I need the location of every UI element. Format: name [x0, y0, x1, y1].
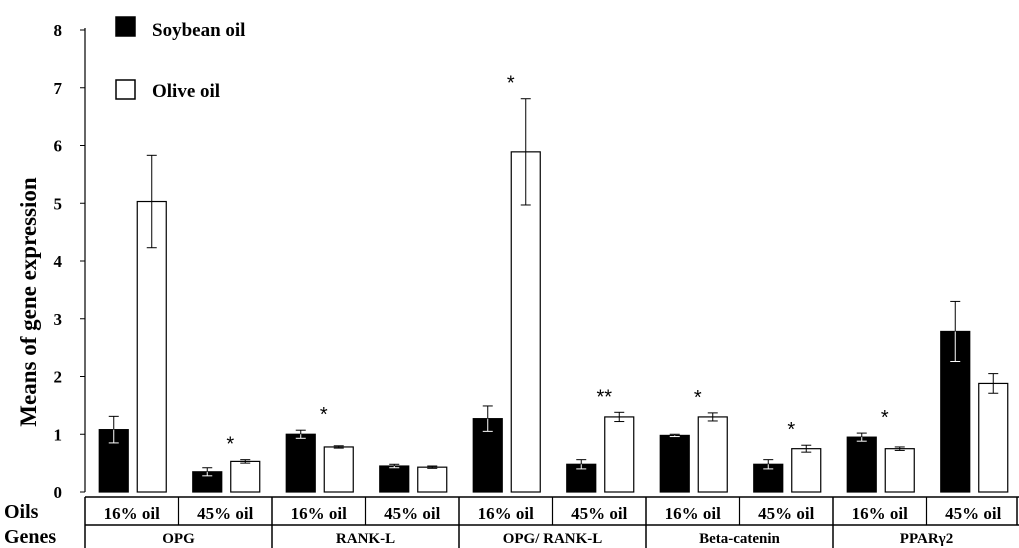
bars-layer: ***** ***	[98, 73, 1009, 493]
bar-olive-oil	[136, 200, 167, 493]
oil-level-label: 16% oil	[478, 504, 534, 523]
y-axis-label: Means of gene expression	[16, 177, 41, 427]
legend: Soybean oil Olive oil	[115, 16, 245, 102]
significance-marker: *	[881, 407, 889, 429]
legend-swatch-soybean	[115, 16, 136, 37]
bar-olive-oil	[417, 466, 448, 493]
y-tick-label: 5	[54, 194, 63, 213]
gene-label: OPG	[162, 531, 195, 547]
gene-label: PPARγ2	[900, 531, 953, 547]
significance-marker: *	[694, 387, 702, 409]
bar-soybean-oil	[285, 433, 316, 493]
y-tick-label: 6	[54, 137, 63, 156]
oil-level-label: 45% oil	[197, 504, 253, 523]
bar-soybean-oil	[379, 465, 410, 493]
y-tick-label: 0	[54, 483, 63, 502]
legend-label-olive: Olive oil	[152, 81, 220, 102]
y-tick-label: 2	[54, 368, 63, 387]
oil-level-label: 45% oil	[945, 504, 1001, 523]
legend-swatch-olive	[115, 79, 136, 100]
y-tick-label: 7	[54, 79, 63, 98]
y-tick-label: 4	[54, 252, 63, 271]
bar-olive-oil	[884, 448, 915, 493]
y-tick-label: 3	[54, 310, 63, 329]
bar-olive-oil	[604, 416, 635, 493]
significance-marker: **	[596, 386, 612, 408]
oil-level-label: 16% oil	[104, 504, 160, 523]
legend-label-soybean: Soybean oil	[152, 20, 245, 41]
row-label-genes: Genes	[4, 526, 56, 548]
gene-label: Beta-catenin	[699, 531, 780, 547]
oil-level-label: 45% oil	[571, 504, 627, 523]
significance-marker: *	[320, 404, 328, 426]
row-label-oils: Oils	[4, 501, 39, 523]
significance-marker: *	[226, 434, 234, 456]
bar-olive-oil	[978, 382, 1009, 493]
bar-olive-oil	[323, 446, 354, 493]
bar-soybean-oil	[659, 434, 690, 493]
gene-label: RANK-L	[336, 531, 395, 547]
oil-level-label: 16% oil	[665, 504, 721, 523]
bar-soybean-oil	[846, 436, 877, 493]
gene-label: OPG/ RANK-L	[503, 531, 603, 547]
y-tick-label: 1	[54, 425, 63, 444]
oil-level-label: 16% oil	[291, 504, 347, 523]
oil-level-label: 45% oil	[758, 504, 814, 523]
bar-olive-oil	[230, 460, 261, 493]
y-tick-label: 8	[54, 21, 63, 40]
axis-layer: 0 1 2 3 4 5 6 7 8	[54, 21, 86, 502]
oil-level-label: 16% oil	[852, 504, 908, 523]
bar-olive-oil	[791, 448, 822, 493]
bar-olive-oil	[697, 416, 728, 493]
significance-marker: *	[787, 419, 795, 441]
oil-level-label: 45% oil	[384, 504, 440, 523]
significance-marker: *	[507, 73, 515, 95]
bar-olive-oil	[510, 151, 541, 493]
